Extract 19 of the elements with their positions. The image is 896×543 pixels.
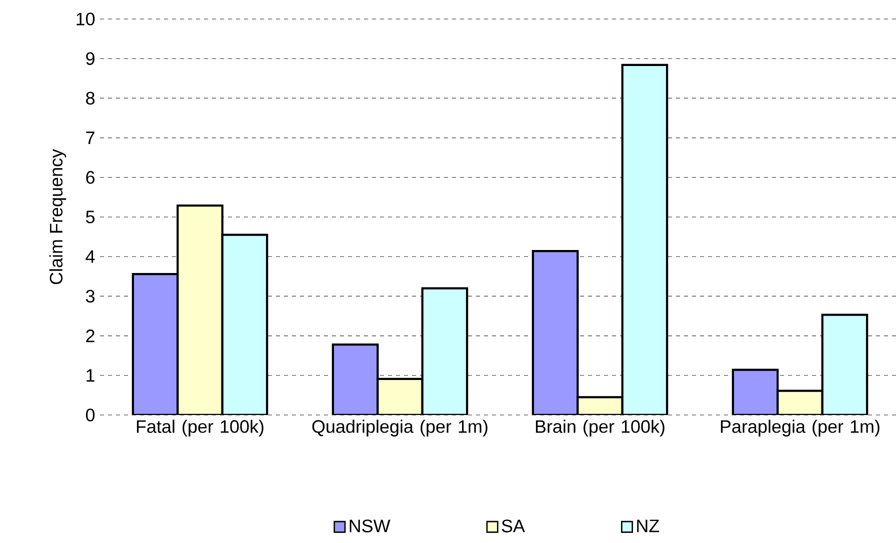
legend-label: NZ [637,520,660,532]
x-tick-label: Paraplegia (per 1m) [720,420,880,436]
y-tick-label: 5 [86,210,95,224]
legend-label: NSW [350,520,390,532]
y-tick-label: 3 [86,290,94,303]
y-tick-label: 4 [86,250,95,263]
y-axis-title: Claim Frequency [49,149,66,284]
y-tick-label: 0 [86,408,95,422]
x-tick-label: Fatal (per 100k) [136,420,264,436]
y-tick-label: 7 [86,132,94,144]
y-tick-label: 9 [86,52,94,65]
x-tick-label: Quadriplegia (per 1m) [312,420,488,436]
y-tick-label: 1 [86,369,94,382]
legend-label: SA [502,520,525,532]
y-tick-label: 6 [86,171,94,184]
x-tick-label: Brain (per 100k) [536,420,664,436]
y-tick-label: 10 [76,12,95,26]
y-tick-label: 2 [86,330,94,342]
y-tick-label: 8 [86,92,94,105]
